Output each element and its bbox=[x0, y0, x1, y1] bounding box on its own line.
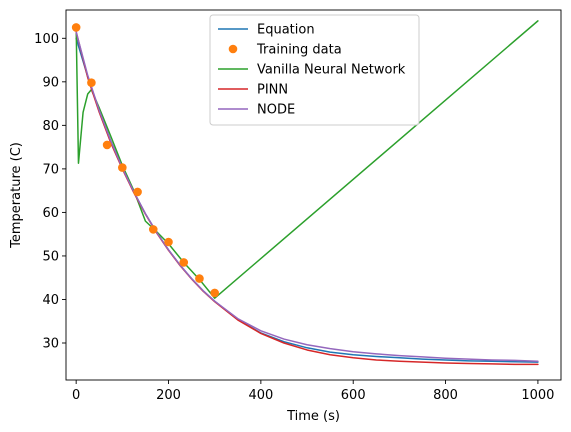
series-layer bbox=[71, 20, 539, 366]
ticks-layer: 0 200 400 600 800 1000 30 40 50 60 70 80 90 100 bbox=[34, 32, 554, 403]
training-data-point bbox=[148, 225, 158, 234]
legend-label-vanilla-neural-network: Vanilla Neural Network bbox=[257, 63, 406, 78]
training-data-point bbox=[87, 78, 96, 87]
legend-label-pinn: PINN bbox=[257, 83, 288, 98]
x-tick-label: 600 bbox=[341, 388, 366, 403]
y-tick-label: 100 bbox=[34, 32, 59, 47]
y-tick-label: 30 bbox=[42, 337, 59, 352]
y-axis-title: Temperature (C) bbox=[9, 142, 24, 249]
training-data-point bbox=[133, 187, 142, 197]
y-tick-label: 50 bbox=[42, 249, 59, 264]
plot-frame bbox=[65, 9, 562, 381]
y-tick-label: 40 bbox=[42, 293, 59, 308]
legend: Equation Training data Vanilla Neural Netw… bbox=[209, 14, 420, 126]
training-data-point bbox=[118, 163, 127, 172]
x-tick-label: 400 bbox=[248, 388, 273, 403]
legend-label-node: NODE bbox=[257, 103, 295, 118]
x-tick-label: 200 bbox=[156, 388, 181, 403]
y-tick-label: 90 bbox=[42, 75, 59, 90]
legend-label-equation: Equation bbox=[257, 23, 315, 38]
training-data-point bbox=[164, 237, 173, 247]
legend-marker-training-data bbox=[228, 44, 238, 54]
y-tick-label: 60 bbox=[42, 206, 59, 221]
training-data-point bbox=[195, 274, 204, 283]
x-axis-title: Time (s) bbox=[286, 409, 340, 424]
x-tick-label: 800 bbox=[433, 388, 458, 403]
series-line-vanilla-neural-network bbox=[75, 20, 539, 299]
x-tick-label: 0 bbox=[72, 388, 80, 403]
training-data-point bbox=[102, 140, 112, 150]
x-tick-label: 1000 bbox=[521, 388, 554, 403]
training-data-point bbox=[210, 288, 219, 298]
y-tick-label: 70 bbox=[42, 162, 59, 177]
training-data-point bbox=[71, 23, 81, 32]
series-line-node bbox=[75, 31, 539, 363]
legend-box bbox=[209, 14, 420, 126]
legend-label-training-data: Training data bbox=[256, 43, 342, 58]
y-tick-label: 80 bbox=[42, 119, 59, 134]
training-data-point bbox=[179, 258, 189, 267]
